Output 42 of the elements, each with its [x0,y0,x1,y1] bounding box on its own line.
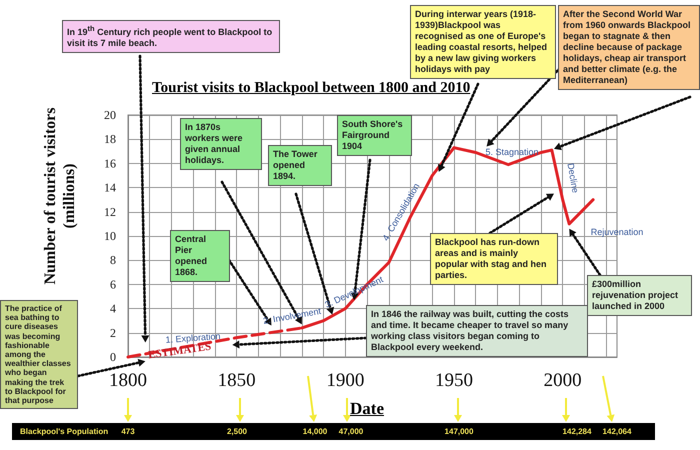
y-tick-label: 20 [104,108,116,122]
annotation: Central Pier opened 1868. [170,230,230,282]
annotation: During interwar years (1918-1939)Blackpool was recognised as one of Europe's leading coastal resorts, helped by a new law giving workers holidays with pay [410,5,556,79]
chart-title: Tourist visits to Blackpool between 1800 and 2010 [152,80,470,97]
annotation: 1. Exploration [165,331,221,345]
text: 14,000 [302,427,328,436]
annotation: Blackpool has run-down areas and is mainly popular with stag and hen parties. [430,233,558,285]
y-tick-label: 12 [104,204,116,219]
annotation: In 1846 the railway was built, cutting the costs and time. It became cheaper to travel so many working class visitors began coming to Blackpool every weekend. [366,305,588,357]
annotation: 5. Stagnation [485,147,539,157]
x-tick-label: 1850 [218,370,256,391]
y-tick-label: 4 [110,302,116,316]
y-tick-label: 8 [110,253,116,268]
x-tick-label: 1900 [326,370,364,391]
text: In 19$^{th}$ Century rich people went to Blackpool to visit its 7 mile beach. [62,20,280,53]
text: 142,064 [602,427,632,436]
x-tick-label: 1800 [109,370,147,391]
x-axis-title: Date [350,399,384,419]
y-tick-label: 16 [104,156,116,170]
annotation: The Tower opened 1894. [268,145,332,186]
y-axis-title: Number of tourist visitors (millions) [41,107,79,285]
text: The practice of sea bathing to cure diseases was becoming fashionable among the wealthier classes who began making the trek to Blackpool for that purpose [5,304,71,405]
y-tick-label: 0 [110,350,116,364]
annotation: 2. Involvement [262,306,322,326]
y-tick-label: 10 [104,229,116,243]
annotation: Decline [565,162,581,194]
x-tick-label: 2000 [544,370,582,391]
x-tick-label: 1950 [435,370,473,391]
text: 47,000 [338,427,364,436]
text: Blackpool's Population [20,427,108,436]
text: 142,284 [562,427,592,436]
text: 147,000 [444,427,474,436]
text: 473 [121,427,135,436]
annotation: £300million rejuvenation project launched in 2000 [587,275,692,316]
annotation: South Shore's Fairground 1904 [337,115,412,156]
y-tick-label: 6 [110,277,116,292]
text: After the Second World War from 1960 onwards Blackpool began to stagnate & then decline because of package holidays, cheap air transport and better climate (e.g. the Mediterranean) [558,5,700,90]
y-tick-label: 18 [104,132,116,146]
text: 2,500 [226,427,248,436]
y-tick-label: 2 [110,326,116,340]
y-tick-label: 14 [104,180,116,195]
annotation: In 1870s workers were given annual holidays. [180,118,262,170]
